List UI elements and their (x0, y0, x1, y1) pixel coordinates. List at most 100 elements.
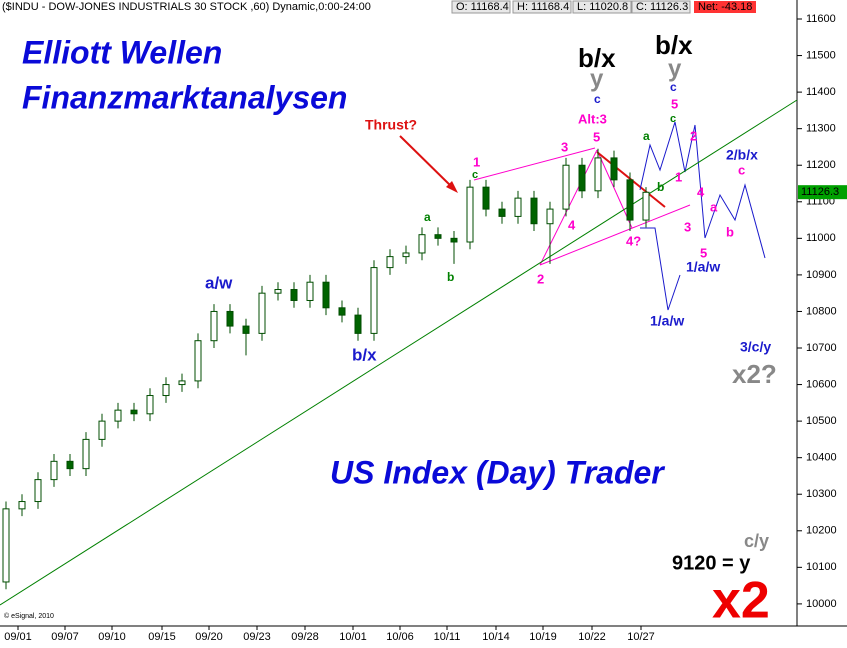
candle-body (450, 237, 458, 243)
header-field: C: 11126.3 (636, 1, 688, 13)
annotation: b/x (578, 43, 616, 73)
x-tick-label: 09/15 (148, 631, 176, 643)
y-tick-label: 11500 (806, 49, 836, 61)
annotation: c (738, 162, 745, 177)
price-tag (798, 185, 847, 200)
annotation: b/x (655, 30, 693, 60)
annotation: 1 (473, 154, 480, 169)
candle-body (338, 307, 346, 316)
y-tick-label: 10600 (806, 378, 837, 390)
x-tick-label: 09/23 (243, 631, 271, 643)
annotation: a (710, 199, 718, 214)
candle-body (642, 191, 650, 221)
candle-body (258, 292, 266, 334)
header-box (451, 0, 511, 14)
candle-body (386, 256, 394, 269)
x-tick-label: 09/07 (51, 631, 79, 643)
annotation: x2? (732, 359, 777, 389)
annotation: a (643, 129, 650, 143)
annotation: 2 (690, 128, 697, 143)
header-box (512, 0, 572, 14)
header-field: O: 11168.4 (456, 1, 509, 13)
candle-body (242, 325, 250, 334)
annotation: c (594, 92, 601, 106)
y-tick-label: 11200 (806, 159, 836, 171)
candle-body (290, 289, 298, 301)
thrust-arrow (399, 135, 456, 191)
candle-body (594, 157, 602, 192)
projection-path (639, 121, 766, 259)
annotation: 5 (671, 96, 678, 111)
annotation: 9120 = y (672, 552, 751, 574)
candle-body (2, 508, 10, 583)
candle-body (82, 438, 90, 470)
annotation: 5 (700, 245, 707, 260)
y-tick-label: 11400 (806, 86, 836, 98)
candle-body (162, 384, 170, 397)
candle-body (514, 197, 522, 217)
header-field: L: 11020.8 (577, 1, 628, 13)
price-tag-label: 11126.3 (801, 186, 839, 198)
x-tick-label: 09/20 (195, 631, 223, 643)
header-net: Net: -43.18 (698, 1, 752, 13)
candle-body (610, 157, 618, 181)
candle-body (370, 267, 378, 334)
x-tick-label: 10/14 (482, 631, 510, 643)
candle-body (210, 310, 218, 342)
candle-body (562, 164, 570, 210)
arrow-head (446, 181, 458, 193)
candle-body (146, 395, 154, 415)
y-tick-label: 10100 (806, 561, 837, 573)
annotation: 5 (593, 129, 600, 144)
header-box (572, 0, 632, 14)
y-tick-label: 10700 (806, 342, 837, 354)
projections (399, 121, 766, 311)
annotation: Finanzmarktanalysen (22, 79, 347, 115)
annotation: b (657, 180, 664, 194)
candle-body (50, 460, 58, 481)
annotation: 1/a/w (686, 259, 720, 275)
annotation: y (590, 65, 604, 92)
candle-body (578, 164, 586, 192)
x-tick-label: 10/11 (434, 631, 461, 643)
candle-body (66, 460, 74, 470)
annotation: c/y (744, 531, 769, 551)
annotation: 4 (697, 184, 705, 199)
annotation: 3 (684, 219, 691, 234)
candle-body (178, 380, 186, 386)
projection-path (640, 227, 681, 311)
candle-body (482, 186, 490, 210)
x-tick-label: 10/01 (339, 631, 367, 643)
annotation: 4 (568, 217, 576, 232)
annotation: b (447, 270, 454, 284)
candle-body (18, 501, 26, 510)
candle-body (98, 420, 106, 440)
candle-body (226, 310, 234, 327)
candle-body (354, 314, 362, 334)
candle-body (402, 252, 410, 258)
y-tick-label: 10400 (806, 452, 837, 464)
annotation: Elliott Wellen (22, 34, 222, 70)
candle-body (274, 289, 282, 294)
copyright: © eSignal, 2010 (4, 612, 54, 620)
y-tick-label: 10300 (806, 488, 837, 500)
annotation: a/w (205, 273, 233, 292)
candle-body (466, 186, 474, 243)
x-tick-label: 10/27 (627, 631, 655, 643)
annotation: Alt:3 (578, 111, 607, 126)
annotation: 2/b/x (726, 147, 758, 163)
y-tick-label: 11300 (806, 123, 836, 135)
annotation: 3 (561, 139, 568, 154)
x-tick-label: 10/22 (578, 631, 606, 643)
candle-body (34, 479, 42, 503)
y-tick-label: 10900 (806, 269, 837, 281)
channel-line (473, 147, 596, 181)
x-tick-label: 09/10 (98, 631, 126, 643)
candle-body (498, 208, 506, 217)
annotation: 2 (537, 271, 544, 286)
annotation: c (472, 169, 478, 181)
header-field: H: 11168.4 (517, 1, 569, 13)
x-tick-label: 10/06 (386, 631, 414, 643)
